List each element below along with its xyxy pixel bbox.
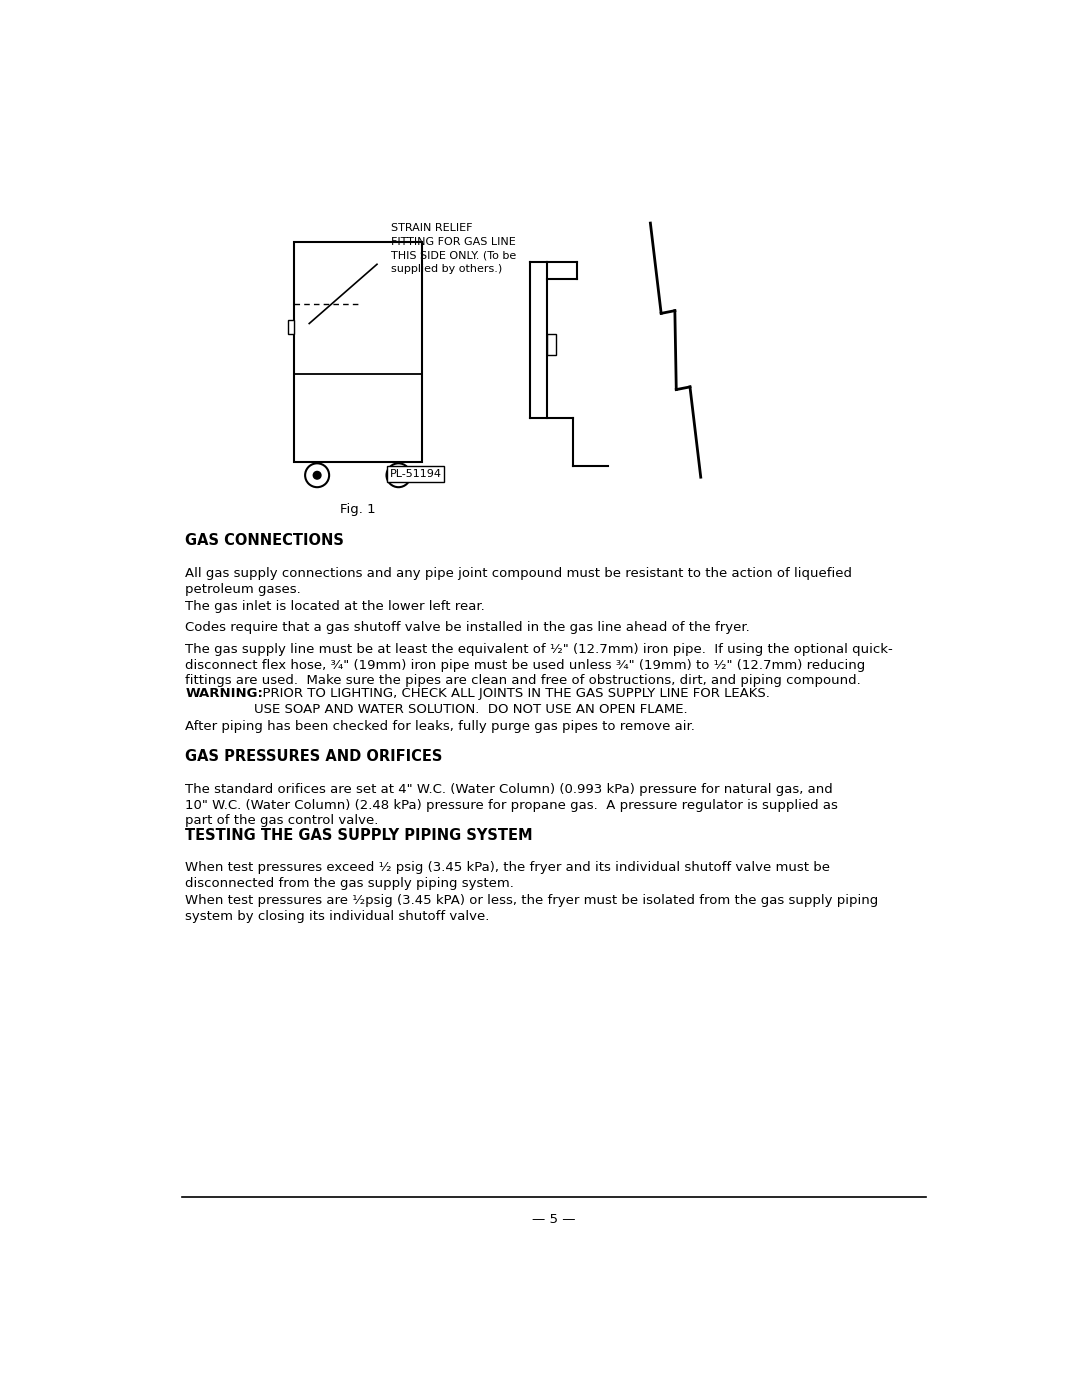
Text: Fig. 1: Fig. 1 xyxy=(340,503,376,515)
Text: PL-51194: PL-51194 xyxy=(390,469,442,479)
Text: PRIOR TO LIGHTING, CHECK ALL JOINTS IN THE GAS SUPPLY LINE FOR LEAKS.
USE SOAP A: PRIOR TO LIGHTING, CHECK ALL JOINTS IN T… xyxy=(254,687,769,717)
Bar xyxy=(287,320,294,334)
Text: After piping has been checked for leaks, fully purge gas pipes to remove air.: After piping has been checked for leaks,… xyxy=(186,719,696,733)
Text: When test pressures exceed ¹⁄₂ psig (3.45 kPa), the fryer and its individual shu: When test pressures exceed ¹⁄₂ psig (3.4… xyxy=(186,862,831,890)
Text: GAS CONNECTIONS: GAS CONNECTIONS xyxy=(186,534,345,549)
Text: The gas supply line must be at least the equivalent of ¹⁄₂" (12.7mm) iron pipe. : The gas supply line must be at least the… xyxy=(186,643,893,687)
Circle shape xyxy=(387,464,410,488)
Circle shape xyxy=(306,464,329,488)
Circle shape xyxy=(313,471,321,479)
Text: GAS PRESSURES AND ORIFICES: GAS PRESSURES AND ORIFICES xyxy=(186,749,443,764)
Text: The standard orifices are set at 4" W.C. (Water Column) (0.993 kPa) pressure for: The standard orifices are set at 4" W.C.… xyxy=(186,782,838,827)
Text: Codes require that a gas shutoff valve be installed in the gas line ahead of the: Codes require that a gas shutoff valve b… xyxy=(186,622,751,634)
Text: The gas inlet is located at the lower left rear.: The gas inlet is located at the lower le… xyxy=(186,599,485,613)
Bar xyxy=(548,334,556,355)
Text: When test pressures are ¹⁄₂psig (3.45 kPA) or less, the fryer must be isolated f: When test pressures are ¹⁄₂psig (3.45 kP… xyxy=(186,894,879,922)
Text: All gas supply connections and any pipe joint compound must be resistant to the : All gas supply connections and any pipe … xyxy=(186,567,852,597)
Circle shape xyxy=(394,471,403,479)
Text: TESTING THE GAS SUPPLY PIPING SYSTEM: TESTING THE GAS SUPPLY PIPING SYSTEM xyxy=(186,827,534,842)
Bar xyxy=(294,242,422,462)
Text: STRAIN RELIEF
FITTING FOR GAS LINE
THIS SIDE ONLY. (To be
supplied by others.): STRAIN RELIEF FITTING FOR GAS LINE THIS … xyxy=(391,224,516,274)
Text: WARNING:: WARNING: xyxy=(186,687,264,700)
Text: — 5 —: — 5 — xyxy=(531,1213,576,1225)
